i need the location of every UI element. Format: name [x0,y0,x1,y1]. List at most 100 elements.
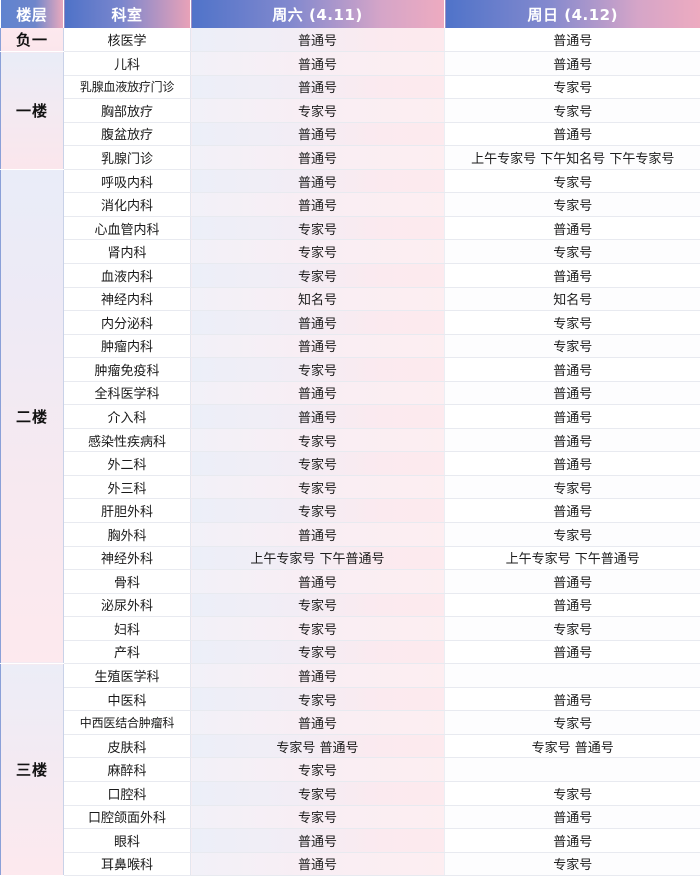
saturday-registration-type: 普通号 [190,75,445,100]
saturday-registration-type: 普通号 [190,569,445,594]
sunday-registration-type: 专家号 [444,239,700,264]
sunday-registration-type: 普通号 [444,357,700,382]
table-row: 感染性疾病科 专家号 普通号 [1,428,700,453]
saturday-registration-type: 普通号 [190,310,445,335]
sunday-registration-type: 普通号 [444,51,700,76]
saturday-registration-type: 普通号 [190,852,445,876]
table-row: 骨科 普通号 普通号 [1,569,700,594]
department-name: 中西医结合肿瘤科 [63,710,191,735]
saturday-registration-type: 专家号 [190,239,445,264]
department-name: 生殖医学科 [63,663,191,688]
sunday-registration-type [444,663,700,688]
sunday-registration-type: 普通号 [444,263,700,288]
table-row: 消化内科 普通号 专家号 [1,192,700,217]
department-name: 肿瘤内科 [63,334,191,359]
table-row: 心血管内科 专家号 普通号 [1,216,700,241]
saturday-registration-type: 普通号 [190,710,445,735]
department-name: 外二科 [63,451,191,476]
department-name: 全科医学科 [63,381,191,406]
table-row: 肿瘤内科 普通号 专家号 [1,334,700,359]
sunday-registration-type: 专家号 [444,75,700,100]
table-row: 血液内科 专家号 普通号 [1,263,700,288]
saturday-registration-type: 专家号 [190,216,445,241]
department-name: 胸外科 [63,522,191,547]
saturday-registration-type: 专家号 [190,498,445,523]
department-name: 外三科 [63,475,191,500]
department-name: 肝胆外科 [63,498,191,523]
saturday-registration-type: 普通号 [190,145,445,170]
department-name: 中医科 [63,687,191,712]
table-row: 耳鼻喉科 普通号 专家号 [1,852,700,876]
header-row: 楼层 科室 周六 (4.11) 周日 (4.12) [0,0,700,28]
table-row: 介入科 普通号 普通号 [1,404,700,429]
table-row: 眼科 普通号 普通号 [1,828,700,853]
table-row: 肿瘤免疫科 专家号 普通号 [1,357,700,382]
saturday-registration-type: 专家号 [190,687,445,712]
table-body: 负一 核医学 普通号 普通号 一楼 儿科 普通号 普通号 乳腺血液放疗门诊 普通号 专家号 胸部放疗专… [0,28,700,876]
saturday-registration-type: 知名号 [190,287,445,312]
floor-group-label: 二楼 [0,169,64,665]
saturday-registration-type: 普通号 [190,122,445,147]
sunday-registration-type: 普通号 [444,28,700,53]
sunday-registration-type: 普通号 [444,593,700,618]
sunday-registration-type: 专家号 [444,98,700,123]
table-row: 乳腺血液放疗门诊 普通号 专家号 [1,75,700,100]
department-name: 麻醉科 [63,757,191,782]
table-row: 负一 核医学 普通号 普通号 [0,28,700,53]
department-name: 乳腺门诊 [63,145,191,170]
table-row: 麻醉科 专家号 [1,757,700,782]
saturday-registration-type: 专家号 [190,781,445,806]
sunday-registration-type: 普通号 [444,216,700,241]
sunday-registration-type: 专家号 [444,616,700,641]
department-name: 核医学 [63,28,191,53]
department-name: 口腔颌面外科 [63,805,191,830]
sunday-registration-type: 专家号 [444,310,700,335]
floor-group-label: 一楼 [0,51,64,170]
sunday-registration-type [444,757,700,782]
sunday-registration-type: 普通号 [444,805,700,830]
table-row: 三楼 生殖医学科 普通号 [0,663,700,876]
department-name: 腹盆放疗 [63,122,191,147]
department-name: 肾内科 [63,239,191,264]
department-name: 消化内科 [63,192,191,217]
saturday-registration-type: 普通号 [190,381,445,406]
saturday-registration-type: 专家号 [190,805,445,830]
sunday-registration-type: 普通号 [444,498,700,523]
saturday-registration-type: 普通号 [190,522,445,547]
table-row: 胸部放疗 专家号 专家号 [1,98,700,123]
saturday-registration-type: 专家号 [190,640,445,665]
table-row: 神经外科 上午专家号 下午普通号 上午专家号 下午普通号 [1,546,700,571]
table-row: 中西医结合肿瘤科 普通号 专家号 [1,710,700,735]
department-name: 眼科 [63,828,191,853]
sunday-registration-type: 专家号 [444,522,700,547]
column-header-sunday: 周日 (4.12) [444,0,700,28]
sunday-registration-type: 普通号 [444,404,700,429]
saturday-registration-type: 普通号 [190,828,445,853]
department-name: 感染性疾病科 [63,428,191,453]
sunday-registration-type: 普通号 [444,569,700,594]
saturday-registration-type: 专家号 [190,757,445,782]
saturday-registration-type: 专家号 [190,616,445,641]
department-name: 乳腺血液放疗门诊 [63,75,191,100]
department-name: 口腔科 [63,781,191,806]
department-name: 儿科 [63,51,191,76]
table-row: 泌尿外科 专家号 普通号 [1,593,700,618]
department-name: 神经外科 [63,546,191,571]
table-row: 胸外科 普通号 专家号 [1,522,700,547]
saturday-registration-type: 普通号 [190,663,445,688]
table-row: 神经内科 知名号 知名号 [1,287,700,312]
department-name: 神经内科 [63,287,191,312]
saturday-registration-type: 专家号 [190,357,445,382]
department-name: 泌尿外科 [63,593,191,618]
saturday-registration-type: 专家号 [190,593,445,618]
sunday-registration-type: 专家号 [444,475,700,500]
sunday-registration-type: 普通号 [444,451,700,476]
table-row: 二楼 呼吸内科 普通号 专家号 [0,169,700,665]
department-name: 介入科 [63,404,191,429]
saturday-registration-type: 专家号 [190,428,445,453]
table-row: 中医科 专家号 普通号 [1,687,700,712]
saturday-registration-type: 普通号 [190,51,445,76]
saturday-registration-type: 普通号 [190,169,445,194]
sunday-registration-type: 普通号 [444,828,700,853]
